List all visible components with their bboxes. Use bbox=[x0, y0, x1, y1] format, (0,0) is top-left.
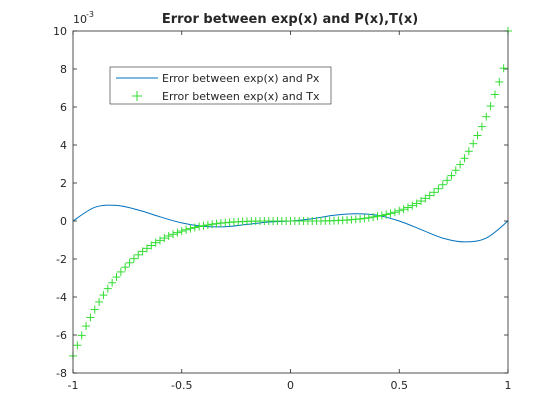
series-marker-tx bbox=[177, 227, 186, 236]
series-marker-tx bbox=[138, 247, 147, 256]
series-marker-tx bbox=[108, 278, 117, 287]
series-marker-tx bbox=[399, 205, 408, 214]
y-tick-label: 6 bbox=[60, 101, 67, 114]
series-marker-tx bbox=[99, 291, 108, 300]
series-marker-tx bbox=[460, 154, 469, 163]
series-marker-tx bbox=[499, 64, 508, 73]
series-marker-tx bbox=[73, 341, 82, 350]
series-marker-tx bbox=[477, 122, 486, 131]
series-marker-tx bbox=[199, 221, 208, 230]
y-exponent-base: 10 bbox=[73, 13, 87, 26]
series-marker-tx bbox=[469, 139, 478, 148]
series-marker-tx bbox=[203, 220, 212, 229]
series-marker-tx bbox=[121, 263, 130, 272]
legend-label-tx: Error between exp(x) and Tx bbox=[162, 90, 320, 103]
series-marker-tx bbox=[195, 222, 204, 231]
series-marker-tx bbox=[456, 160, 465, 169]
series-marker-tx bbox=[390, 208, 399, 217]
series-marker-tx bbox=[116, 267, 125, 276]
series-marker-tx bbox=[212, 219, 221, 228]
legend-label-px: Error between exp(x) and Px bbox=[162, 72, 320, 85]
series-marker-tx bbox=[443, 176, 452, 185]
x-tick-label: -0.5 bbox=[171, 379, 192, 392]
x-tick-label: -1 bbox=[68, 379, 79, 392]
series-marker-tx bbox=[86, 313, 95, 322]
x-tick-label: 0.5 bbox=[391, 379, 409, 392]
series-marker-tx bbox=[142, 244, 151, 253]
series-marker-tx bbox=[395, 206, 404, 215]
series-marker-tx bbox=[186, 224, 195, 233]
series-marker-tx bbox=[90, 305, 99, 314]
series-marker-tx bbox=[447, 171, 456, 180]
series-marker-tx bbox=[125, 258, 134, 267]
series-marker-tx bbox=[373, 212, 382, 221]
series-marker-tx bbox=[169, 230, 178, 239]
series-marker-tx bbox=[421, 194, 430, 203]
legend-box bbox=[109, 66, 332, 105]
series-marker-tx bbox=[134, 250, 143, 259]
series-marker-tx bbox=[173, 228, 182, 237]
series-marker-tx bbox=[425, 191, 434, 200]
series-marker-tx bbox=[356, 214, 365, 223]
series-marker-tx bbox=[490, 90, 499, 99]
y-tick-label: -4 bbox=[56, 291, 67, 304]
series-marker-tx bbox=[369, 213, 378, 222]
series-marker-tx bbox=[164, 232, 173, 241]
series-marker-tx bbox=[95, 297, 104, 306]
plot-series bbox=[69, 27, 512, 360]
series-marker-tx bbox=[473, 131, 482, 140]
series-marker-tx bbox=[77, 331, 86, 340]
series-marker-tx bbox=[112, 273, 121, 282]
series-marker-tx bbox=[417, 197, 425, 206]
y-exponent-power: -3 bbox=[86, 10, 94, 19]
series-marker-tx bbox=[364, 213, 373, 222]
series-marker-tx bbox=[408, 201, 417, 210]
series-marker-tx bbox=[190, 223, 199, 232]
series-marker-tx bbox=[103, 284, 112, 293]
series-marker-tx bbox=[386, 209, 395, 218]
series-marker-tx bbox=[382, 210, 391, 219]
series-marker-tx bbox=[451, 166, 460, 175]
series-marker-tx bbox=[360, 214, 369, 223]
series-marker-tx bbox=[377, 211, 386, 220]
series-marker-tx bbox=[482, 112, 491, 121]
legend: Error between exp(x) and Px Error betwee… bbox=[109, 66, 332, 105]
y-tick-label: 4 bbox=[60, 139, 67, 152]
y-tick-label: -8 bbox=[56, 367, 67, 380]
x-tick-label: 0 bbox=[287, 379, 294, 392]
y-tick-label: 0 bbox=[60, 215, 67, 228]
series-marker-tx bbox=[151, 238, 160, 247]
series-marker-tx bbox=[147, 241, 156, 250]
series-marker-tx bbox=[486, 102, 495, 111]
legend-marker-sample bbox=[132, 91, 142, 101]
series-marker-tx bbox=[82, 322, 91, 331]
series-marker-tx bbox=[412, 199, 421, 208]
x-tick-label: 1 bbox=[505, 379, 512, 392]
chart-title: Error between exp(x) and P(x),T(x) bbox=[162, 12, 418, 27]
series-marker-tx bbox=[495, 77, 504, 86]
y-axis-exponent: 10 -3 bbox=[73, 10, 94, 26]
y-tick-label: -6 bbox=[56, 329, 67, 342]
series-marker-tx bbox=[430, 188, 439, 197]
series-marker-tx bbox=[129, 254, 138, 263]
y-tick-label: 10 bbox=[53, 25, 67, 38]
series-marker-tx bbox=[438, 180, 447, 189]
series-marker-tx bbox=[464, 147, 473, 156]
y-tick-label: 2 bbox=[60, 177, 67, 190]
axes-box bbox=[72, 30, 509, 374]
series-marker-tx bbox=[434, 184, 443, 193]
series-marker-tx bbox=[156, 236, 164, 245]
series-marker-tx bbox=[403, 203, 412, 212]
series-marker-tx bbox=[182, 225, 191, 234]
x-axis-ticks: -1 -0.5 0 0.5 1 bbox=[68, 31, 512, 392]
series-marker-tx bbox=[160, 234, 169, 243]
series-marker-tx bbox=[208, 220, 217, 229]
y-tick-label: -2 bbox=[56, 253, 67, 266]
y-tick-label: 8 bbox=[60, 63, 67, 76]
